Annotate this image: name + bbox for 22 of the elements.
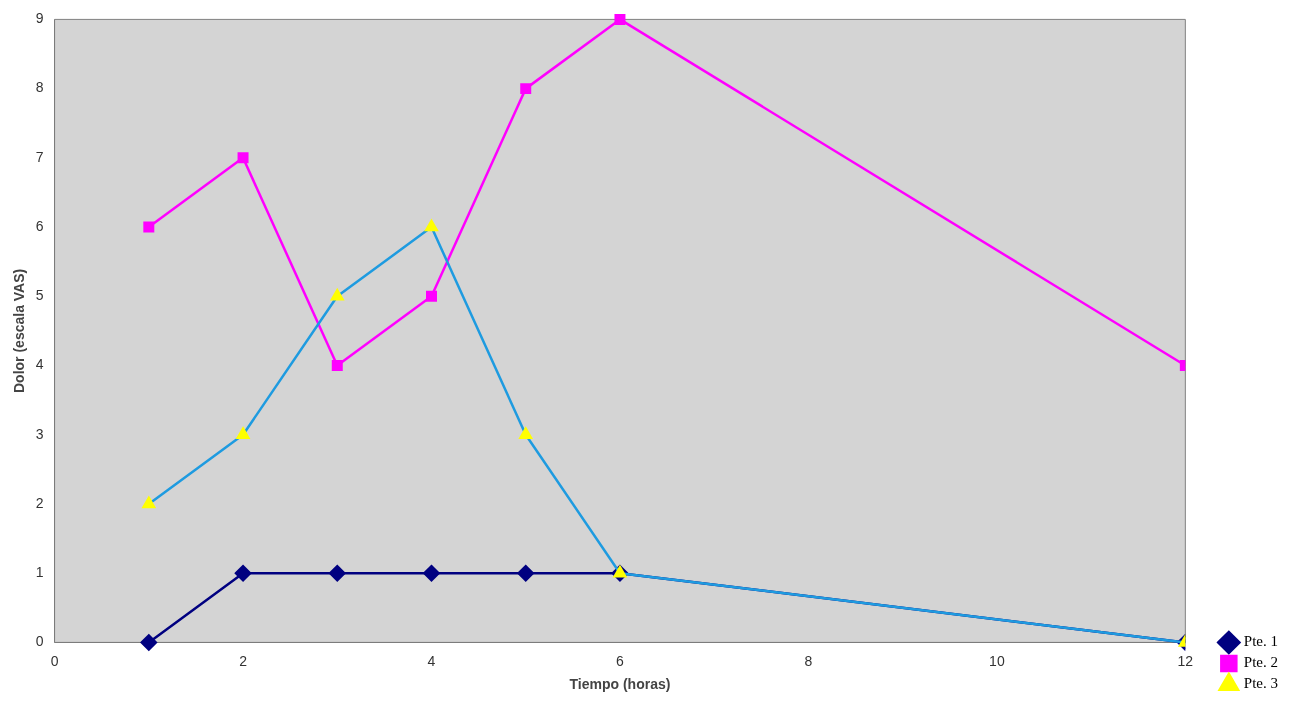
y-tick-label: 2 xyxy=(35,494,44,511)
y-tick-label: 1 xyxy=(35,564,44,581)
x-tick-label: 4 xyxy=(427,652,436,669)
x-tick-label: 0 xyxy=(50,652,59,669)
x-tick-label: 2 xyxy=(239,652,248,669)
y-tick-label: 7 xyxy=(35,148,44,165)
y-tick-label: 6 xyxy=(35,217,44,234)
y-tick-label: 9 xyxy=(35,10,44,27)
legend-label: Pte. 1 xyxy=(1243,633,1278,650)
y-tick-label: 4 xyxy=(35,356,44,373)
x-tick-label: 8 xyxy=(804,652,813,669)
y-tick-label: 8 xyxy=(35,79,44,96)
y-tick-label: 0 xyxy=(35,633,44,650)
x-axis-title: Tiempo (horas) xyxy=(569,676,671,693)
legend-label: Pte. 3 xyxy=(1243,675,1278,692)
legend-label: Pte. 2 xyxy=(1243,654,1278,671)
y-tick-label: 3 xyxy=(35,425,44,442)
x-tick-label: 6 xyxy=(616,652,625,669)
x-tick-label: 10 xyxy=(989,652,1005,669)
x-tick-label: 12 xyxy=(1177,652,1194,669)
y-tick-label: 5 xyxy=(35,287,44,304)
y-axis-title: Dolor (escala VAS) xyxy=(11,268,28,394)
